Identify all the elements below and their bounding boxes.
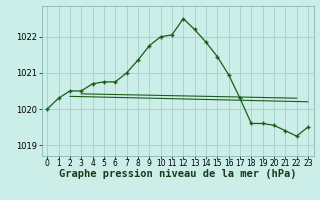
X-axis label: Graphe pression niveau de la mer (hPa): Graphe pression niveau de la mer (hPa) [59,169,296,179]
